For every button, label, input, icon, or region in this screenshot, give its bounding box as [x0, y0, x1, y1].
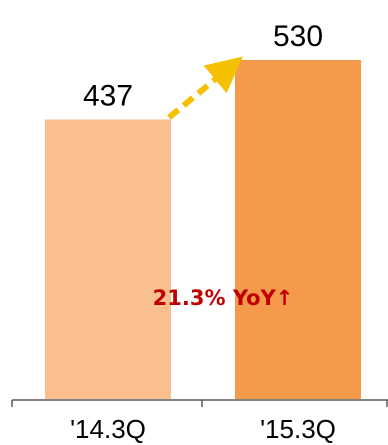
growth-arrow: [167, 56, 243, 120]
x-tick-label-1: '14.3Q: [70, 414, 146, 444]
bar-value-label-2: 530: [273, 20, 323, 53]
x-tick-label-2: '15.3Q: [260, 414, 336, 444]
bar-value-label-1: 437: [83, 79, 133, 112]
bar-1: [45, 119, 171, 399]
bars-layer: [45, 59, 361, 399]
x-axis-ticks: [11, 400, 388, 407]
x-tick-labels: '14.3Q '15.3Q: [70, 414, 336, 444]
bar-2: [235, 59, 361, 399]
value-labels-layer: 437 530: [83, 20, 323, 112]
yoy-annotation: 21.3% YoY↑: [153, 286, 294, 310]
